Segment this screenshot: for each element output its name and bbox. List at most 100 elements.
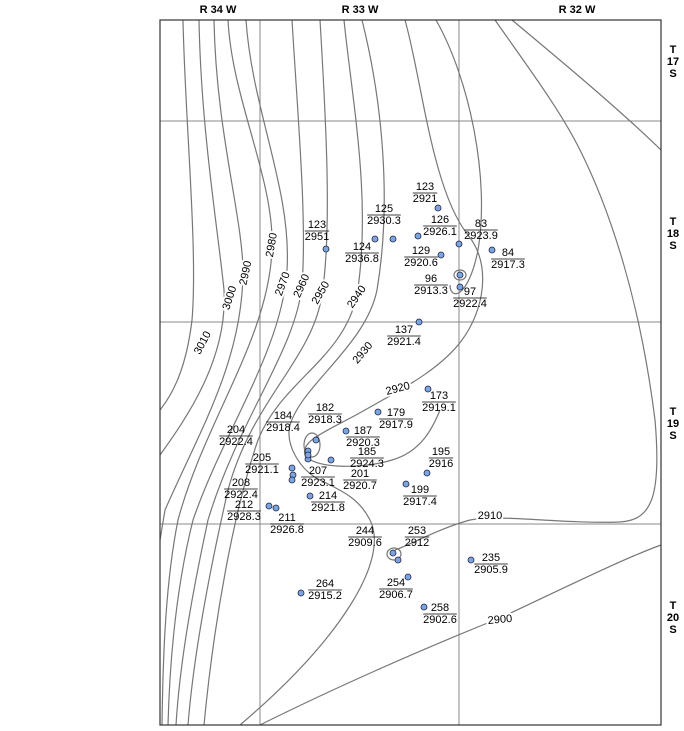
well-number: 201: [351, 468, 369, 480]
township-label: S: [669, 624, 676, 636]
contour-label: 2960: [291, 272, 312, 299]
well: [455, 240, 463, 248]
well-elevation: 2921: [413, 193, 437, 205]
township-label: 20: [667, 612, 679, 624]
well-elevation: 2912: [405, 537, 429, 549]
township-label: S: [669, 240, 676, 252]
well: [456, 271, 464, 279]
well: [424, 385, 432, 393]
well-number: 195: [432, 446, 450, 458]
well-number: 123: [308, 219, 326, 231]
contour-label: 2900: [487, 613, 512, 627]
well-elevation: 2915.2: [308, 590, 342, 602]
well-elevation: 2918.4: [266, 422, 300, 434]
contour-label: 2910: [478, 510, 502, 522]
well-number: 83: [475, 218, 487, 230]
contour-label: 2920: [385, 380, 412, 398]
township-label: T: [670, 600, 677, 612]
township-label: S: [669, 68, 676, 80]
well: [437, 251, 445, 259]
well-elevation: 2921.4: [387, 336, 421, 348]
well-number: 179: [387, 407, 405, 419]
well-elevation: 2920.3: [346, 437, 380, 449]
township-label: T: [670, 406, 677, 418]
well-elevation: 2916: [429, 458, 453, 470]
contour-label: 2980: [264, 232, 280, 258]
contour-label: 2940: [345, 283, 369, 310]
well: [415, 318, 423, 326]
well-elevation: 2902.6: [423, 614, 457, 626]
well-number: 123: [416, 181, 434, 193]
well: [371, 235, 379, 243]
well-number: 126: [431, 214, 449, 226]
well-elevation: 2930.3: [367, 215, 401, 227]
well: [404, 573, 412, 581]
well-number: 124: [353, 241, 371, 253]
well: [467, 556, 475, 564]
well: [374, 408, 382, 416]
well-number: 244: [356, 525, 374, 537]
well-number: 96: [425, 273, 437, 285]
well-elevation: 2921.8: [311, 502, 345, 514]
well: [394, 556, 402, 564]
well: [322, 245, 330, 253]
well-elevation: 2926.8: [270, 524, 304, 536]
contour-label: 3010: [192, 329, 214, 356]
township-label: 17: [667, 56, 679, 68]
well-elevation: 2909.6: [348, 537, 382, 549]
contour-label: 2930: [350, 340, 375, 366]
well-number: 205: [253, 452, 271, 464]
well-elevation: 2917.3: [491, 259, 525, 271]
well: [488, 246, 496, 254]
well-elevation: 2923.9: [464, 230, 498, 242]
well-number: 211: [278, 512, 296, 524]
well-elevation: 2913.3: [414, 285, 448, 297]
well-number: 208: [232, 477, 250, 489]
range-label: R 33 W: [342, 4, 379, 16]
well-elevation: 2920.7: [343, 480, 377, 492]
well-number: 253: [408, 525, 426, 537]
well-number: 125: [375, 203, 393, 215]
well-number: 214: [319, 490, 337, 502]
well: [304, 451, 312, 459]
well-elevation: 2923.1: [301, 477, 335, 489]
well-number: 97: [464, 286, 476, 298]
well-elevation: 2926.1: [423, 226, 457, 238]
well: [414, 232, 422, 240]
well-elevation: 2920.6: [404, 257, 438, 269]
well: [456, 283, 464, 291]
township-label: 19: [667, 418, 679, 430]
contour-label: 2990: [237, 260, 254, 286]
well-elevation: 2906.7: [379, 589, 413, 601]
well-elevation: 2951: [305, 231, 329, 243]
well-elevation: 2921.1: [245, 464, 279, 476]
well-number: 185: [358, 446, 376, 458]
well-number: 84: [502, 247, 514, 259]
well-number: 212: [235, 499, 253, 511]
well: [420, 603, 428, 611]
well: [389, 549, 397, 557]
well-elevation: 2936.8: [345, 253, 379, 265]
township-label: T: [670, 216, 677, 228]
well-number: 204: [227, 424, 245, 436]
well-elevation: 2928.3: [227, 511, 261, 523]
well-elevation: 2922.4: [224, 489, 258, 501]
range-label: R 32 W: [559, 4, 596, 16]
well-number: 207: [309, 465, 327, 477]
well-number: 258: [431, 602, 449, 614]
well: [272, 504, 280, 512]
well: [297, 589, 305, 597]
well-elevation: 2917.4: [403, 496, 437, 508]
well: [265, 502, 273, 510]
well: [306, 492, 314, 500]
township-label: 18: [667, 228, 679, 240]
well-number: 137: [395, 324, 413, 336]
well: [389, 235, 397, 243]
well-elevation: 2922.4: [219, 436, 253, 448]
contour-label: 2970: [273, 270, 293, 297]
township-label: T: [670, 44, 677, 56]
well: [312, 436, 320, 444]
well-elevation: 2917.9: [379, 419, 413, 431]
well-number: 173: [430, 390, 448, 402]
